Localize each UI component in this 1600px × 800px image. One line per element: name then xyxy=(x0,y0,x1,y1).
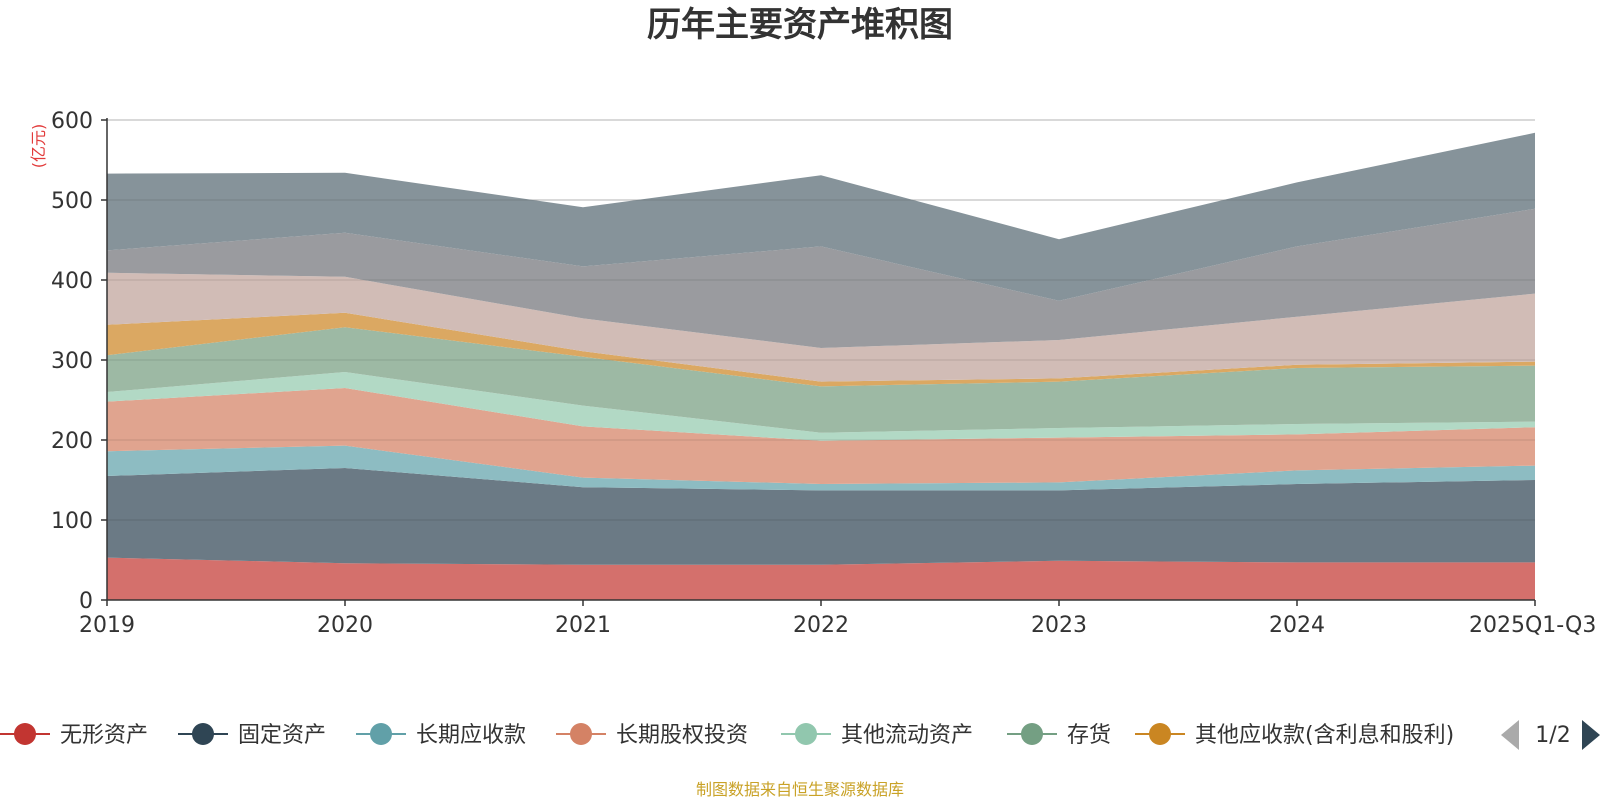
legend: 无形资产 固定资产 长期应收款 长期股权投资 其他流动资产 存货 其他应收款(含利息和股利) xyxy=(0,723,1454,748)
x-tick-label: 2022 xyxy=(793,613,849,638)
legend-prev-icon[interactable] xyxy=(1501,720,1519,750)
area-4 xyxy=(107,388,1535,484)
legend-label: 其他流动资产 xyxy=(841,723,973,748)
legend-marker-icon xyxy=(1149,723,1171,745)
area-1 xyxy=(107,557,1535,600)
y-tick-label: 100 xyxy=(51,509,93,534)
legend-label: 长期股权投资 xyxy=(616,723,748,748)
x-tick-label: 2019 xyxy=(79,613,135,638)
y-tick-label: 200 xyxy=(51,429,93,454)
legend-item[interactable]: 其他流动资产 xyxy=(781,723,973,748)
legend-label: 存货 xyxy=(1067,723,1111,748)
axes: 0 100 200 300 400 500 600 2019 2020 2021 2022 2023 2… xyxy=(51,109,1596,638)
legend-label: 固定资产 xyxy=(238,723,326,748)
legend-item[interactable]: 固定资产 xyxy=(178,723,326,748)
area-series xyxy=(107,119,1535,600)
data-source-note: 制图数据来自恒生聚源数据库 xyxy=(696,780,904,799)
legend-pager: 1/2 xyxy=(1501,720,1600,750)
legend-label: 无形资产 xyxy=(60,723,148,748)
chart-title: 历年主要资产堆积图 xyxy=(647,5,953,45)
legend-label: 长期应收款 xyxy=(416,723,526,748)
area-3 xyxy=(107,445,1535,491)
legend-page-indicator: 1/2 xyxy=(1535,723,1570,748)
legend-item[interactable]: 长期股权投资 xyxy=(556,723,748,748)
legend-item[interactable]: 无形资产 xyxy=(0,723,148,748)
legend-item[interactable]: 长期应收款 xyxy=(356,723,526,748)
legend-marker-icon xyxy=(1021,723,1043,745)
area-6 xyxy=(107,327,1535,433)
legend-marker-icon xyxy=(192,723,214,745)
legend-marker-icon xyxy=(570,723,592,745)
y-tick-label: 300 xyxy=(51,349,93,374)
y-tick-label: 0 xyxy=(79,589,93,614)
area-9 xyxy=(107,208,1535,348)
x-tick-label: 2025Q1-Q3 xyxy=(1469,613,1596,638)
area-8 xyxy=(107,272,1535,382)
area-7 xyxy=(107,312,1535,387)
x-tick-label: 2021 xyxy=(555,613,611,638)
legend-marker-icon xyxy=(370,723,392,745)
area-10 xyxy=(107,132,1535,301)
legend-marker-icon xyxy=(795,723,817,745)
y-axis-unit: (亿元) xyxy=(29,124,48,169)
legend-label: 其他应收款(含利息和股利) xyxy=(1195,723,1454,748)
x-tick-label: 2020 xyxy=(317,613,373,638)
x-tick-label: 2024 xyxy=(1269,613,1325,638)
y-tick-label: 600 xyxy=(51,109,93,134)
area-2 xyxy=(107,468,1535,565)
legend-marker-icon xyxy=(14,723,36,745)
legend-item[interactable]: 存货 xyxy=(1007,723,1111,748)
y-tick-label: 500 xyxy=(51,189,93,214)
y-tick-label: 400 xyxy=(51,269,93,294)
x-tick-label: 2023 xyxy=(1031,613,1087,638)
legend-item[interactable]: 其他应收款(含利息和股利) xyxy=(1135,723,1454,748)
area-5 xyxy=(107,372,1535,441)
legend-next-icon[interactable] xyxy=(1582,720,1600,750)
